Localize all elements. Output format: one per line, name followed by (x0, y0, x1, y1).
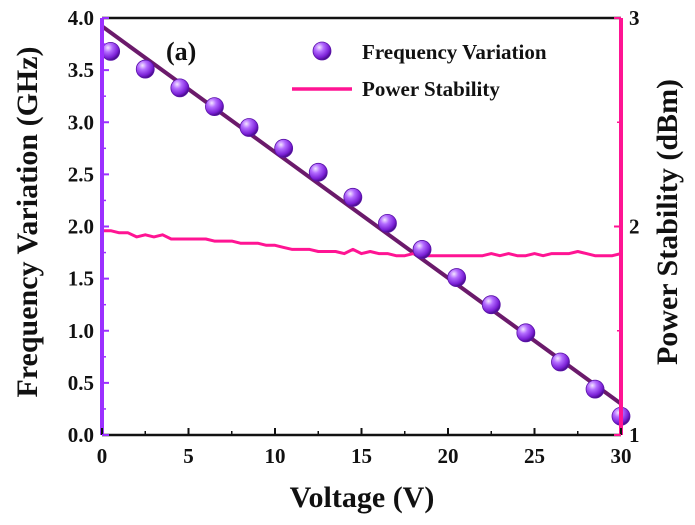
y-left-tick-label: 4.0 (68, 6, 94, 30)
x-axis-title: Voltage (V) (290, 481, 435, 514)
legend-marker-frequency (313, 42, 331, 60)
y-left-tick-label: 2.0 (68, 215, 94, 239)
y-left-tick-label: 3.0 (68, 110, 94, 134)
frequency-data-point (102, 42, 120, 60)
legend-label-frequency: Frequency Variation (362, 40, 547, 64)
power-stability-line (102, 231, 621, 256)
y-right-tick-label: 1 (629, 423, 640, 447)
y-axis-left-title: Frequency Variation (GHz) (11, 46, 44, 397)
y-left-tick-label: 2.5 (68, 162, 94, 186)
x-tick-label: 25 (524, 444, 545, 468)
legend-label-power: Power Stability (362, 77, 500, 101)
frequency-data-point (171, 79, 189, 97)
y-left-tick-label: 0.5 (68, 371, 94, 395)
y-left-tick-label: 1.0 (68, 319, 94, 343)
frequency-data-point (551, 353, 569, 371)
y-left-tick-label: 0.0 (68, 423, 94, 447)
x-tick-label: 30 (611, 444, 632, 468)
frequency-data-point (378, 214, 396, 232)
frequency-data-point (482, 296, 500, 314)
y-axis-right-title: Power Stability (dBm) (651, 79, 684, 365)
frequency-data-point (205, 98, 223, 116)
frequency-data-point (136, 60, 154, 78)
x-tick-label: 20 (438, 444, 459, 468)
frequency-data-point (275, 139, 293, 157)
frequency-data-point (240, 118, 258, 136)
y-left-tick-label: 1.5 (68, 267, 94, 291)
frequency-data-point (344, 188, 362, 206)
y-left-tick-label: 3.5 (68, 58, 94, 82)
frequency-data-point (586, 380, 604, 398)
y-right-tick-label: 3 (629, 6, 640, 30)
x-tick-label: 0 (97, 444, 108, 468)
frequency-data-point (448, 269, 466, 287)
frequency-data-point (309, 163, 327, 181)
y-right-tick-label: 2 (629, 215, 640, 239)
panel-label: (a) (166, 37, 196, 66)
x-tick-label: 10 (265, 444, 286, 468)
x-tick-label: 5 (183, 444, 194, 468)
frequency-data-point (517, 324, 535, 342)
x-tick-label: 15 (351, 444, 372, 468)
frequency-data-point (413, 240, 431, 258)
